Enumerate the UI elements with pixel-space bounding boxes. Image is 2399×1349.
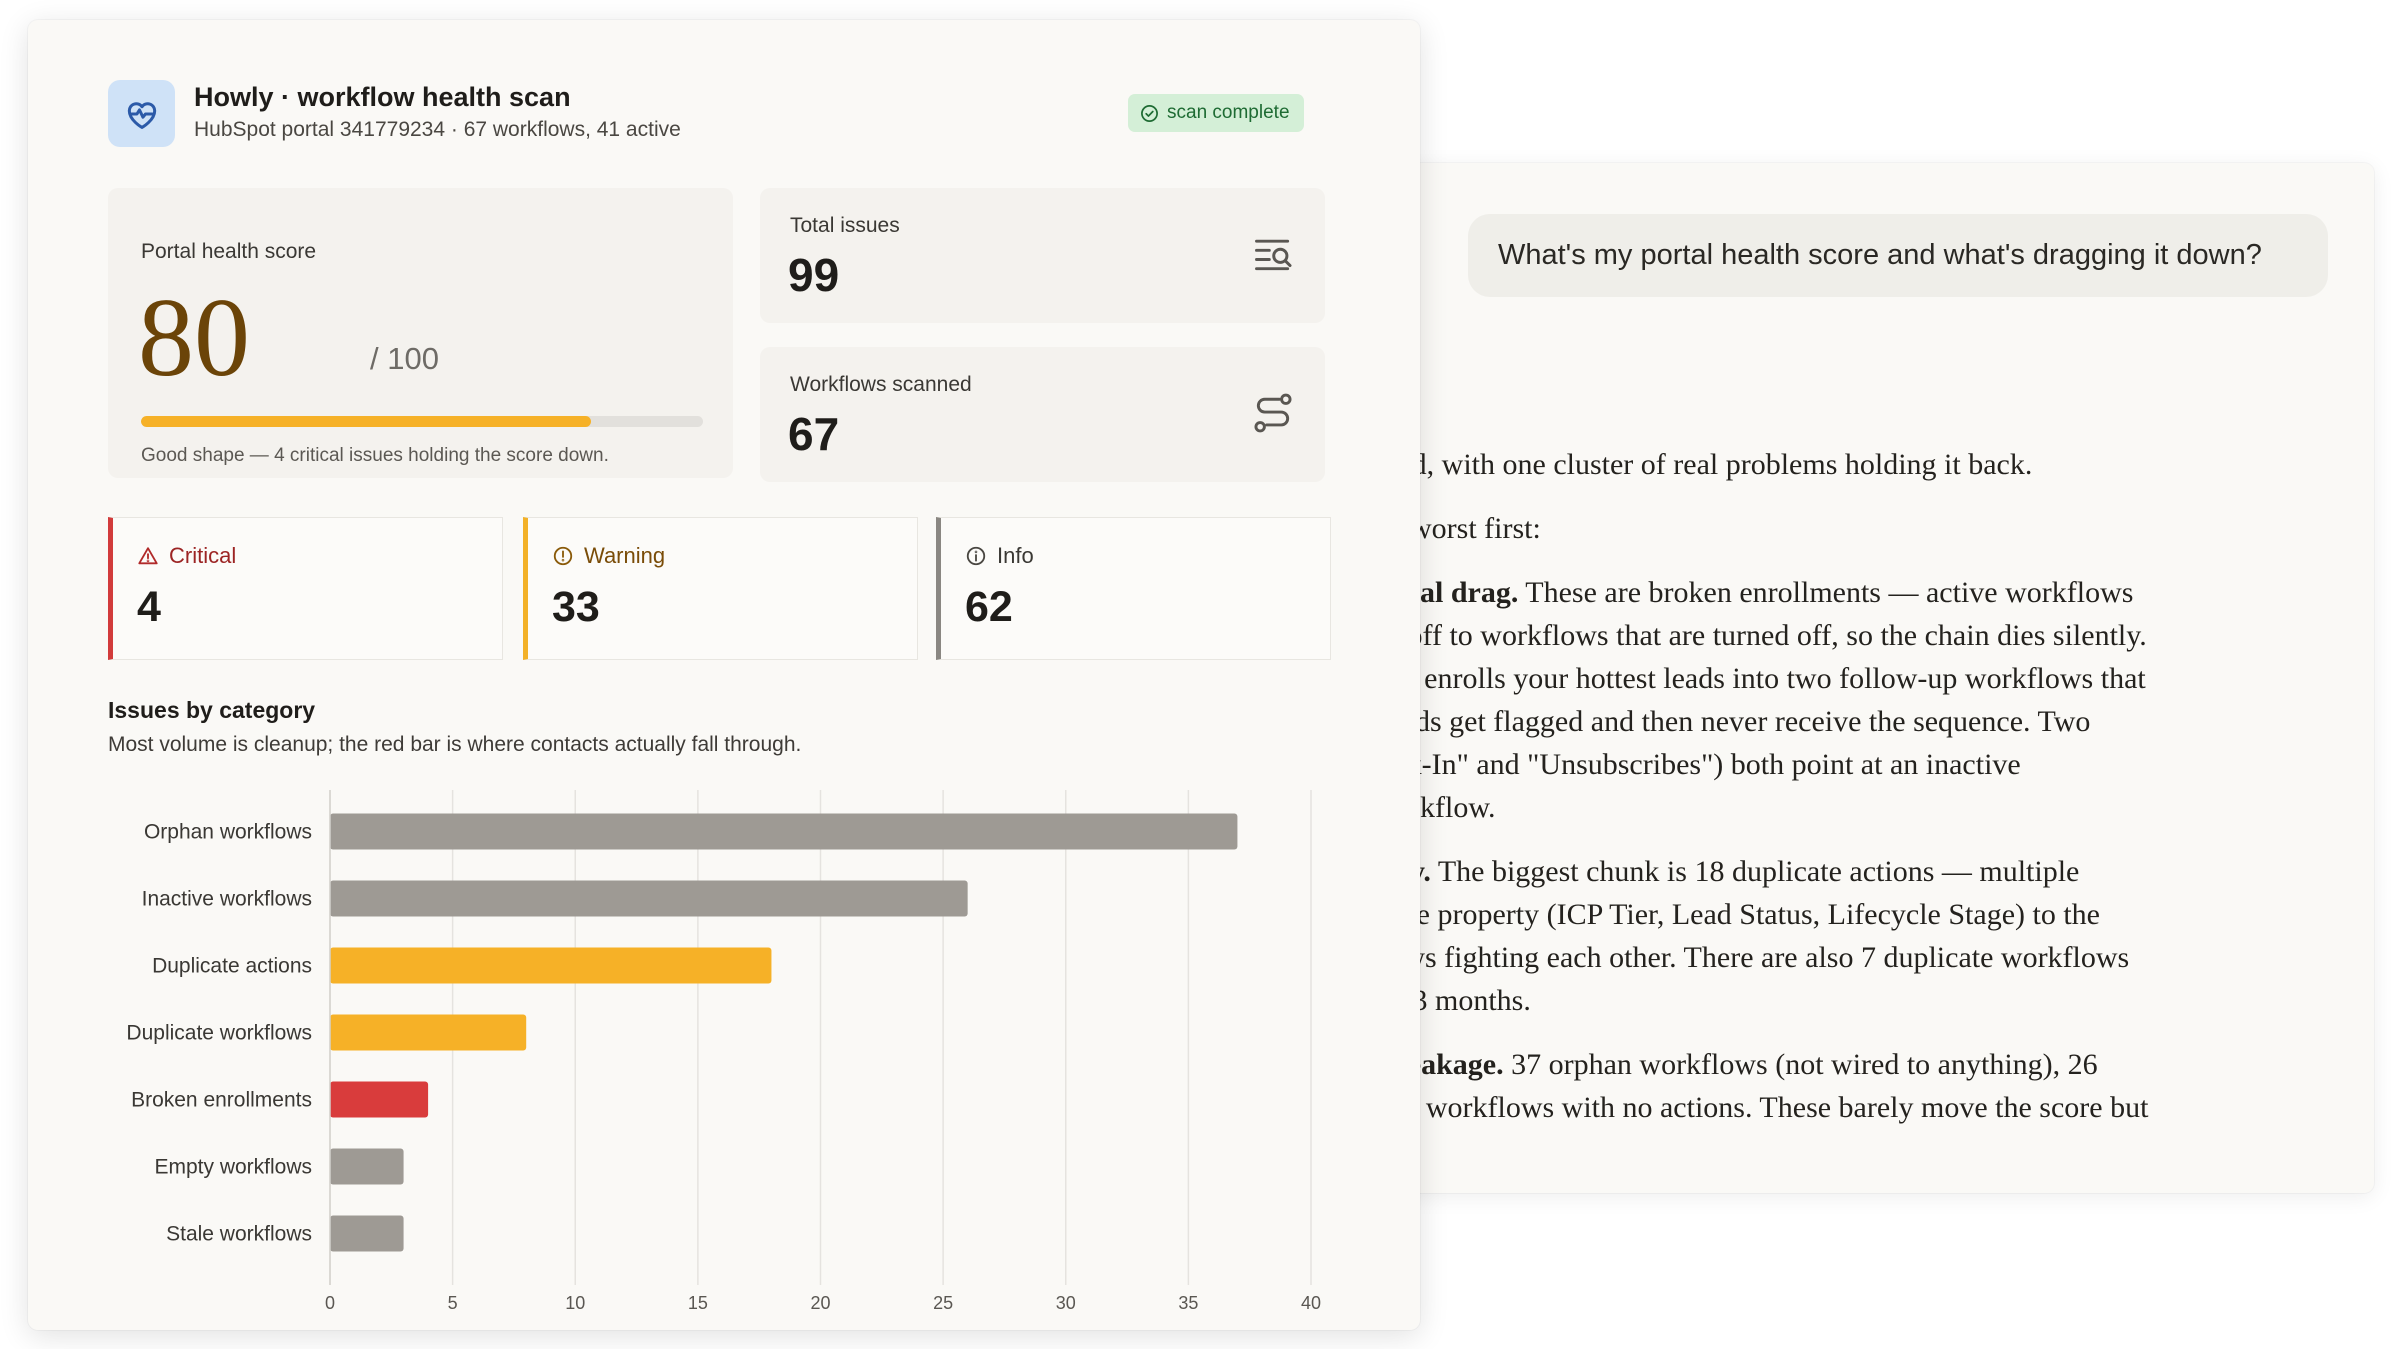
warning-label-row: Warning xyxy=(552,543,665,569)
category-label: Inactive workflows xyxy=(142,888,312,911)
health-score-progress xyxy=(141,416,703,427)
x-tick-label: 15 xyxy=(688,1293,708,1313)
info-card: Info 62 xyxy=(936,517,1331,660)
route-icon xyxy=(1254,393,1292,433)
response-line-text: ame property (ICP Tier, Lead Status, Lif… xyxy=(1380,898,2100,931)
response-line: oreakage. 37 orphan workflows (not wired… xyxy=(1380,1043,2320,1086)
category-label: Orphan workflows xyxy=(144,821,312,844)
issues-by-category-chart: 0 5 10 15 20 25 30 35 40 Orphan workflows Inactive… xyxy=(126,790,1321,1313)
response-line: lows fighting each other. There are also… xyxy=(1380,936,2320,979)
health-score-progress-fill xyxy=(141,416,591,427)
health-scan-panel: Howly · workflow health scan HubSpot por… xyxy=(28,20,1420,1330)
status-text: scan complete xyxy=(1167,102,1290,123)
status-badge: scan complete xyxy=(1128,94,1304,132)
response-line-text: ts off to workflows that are turned off,… xyxy=(1380,619,2147,652)
bar xyxy=(330,1081,429,1118)
warning-count: 33 xyxy=(552,583,600,631)
response-line-text: ich enrolls your hottest leads into two … xyxy=(1380,662,2146,695)
response-line-text: leads get flagged and then never receive… xyxy=(1380,705,2091,738)
chart-subtitle: Most volume is cleanup; the red bar is w… xyxy=(108,733,802,756)
bar xyxy=(330,813,1238,850)
response-line: ich enrolls your hottest leads into two … xyxy=(1380,657,2320,700)
info-label-row: Info xyxy=(965,543,1034,569)
critical-label: Critical xyxy=(169,543,237,568)
response-line-text: eck-In" and "Unsubscribes") both point a… xyxy=(1380,748,2021,781)
category-label: Empty workflows xyxy=(154,1156,312,1179)
workflows-scanned-value: 67 xyxy=(788,408,840,460)
x-tick-label: 40 xyxy=(1301,1293,1321,1313)
x-tick-label: 35 xyxy=(1178,1293,1198,1313)
info-count: 62 xyxy=(965,583,1013,631)
category-label: Duplicate workflows xyxy=(126,1022,312,1045)
critical-count: 4 xyxy=(137,583,161,631)
response-line-text: 37 orphan workflows (not wired to anythi… xyxy=(1503,1048,2098,1081)
total-issues-label: Total issues xyxy=(790,214,900,237)
user-question-text: What's my portal health score and what's… xyxy=(1498,239,2262,271)
health-score-note: Good shape — 4 critical issues holding t… xyxy=(141,445,609,466)
assistant-response: olid, with one cluster of real problems … xyxy=(1380,443,2320,1129)
response-line-text: These are broken enrollments — active wo… xyxy=(1518,576,2134,609)
bar xyxy=(330,947,772,984)
app-logo xyxy=(108,80,175,147)
critical-label-row: Critical xyxy=(137,543,236,569)
response-line: leads get flagged and then never receive… xyxy=(1380,700,2320,743)
workflows-scanned-card: Workflows scanned 67 xyxy=(760,347,1325,482)
health-score-value: 80 xyxy=(138,276,250,400)
response-line-text: oty workflows with no actions. These bar… xyxy=(1380,1091,2149,1124)
x-tick-label: 5 xyxy=(448,1293,458,1313)
check-circle-icon xyxy=(1141,104,1158,122)
x-tick-label: 25 xyxy=(933,1293,953,1313)
response-line: olid, with one cluster of real problems … xyxy=(1380,443,2320,486)
chart-title: Issues by category xyxy=(108,697,316,723)
workflows-scanned-label: Workflows scanned xyxy=(790,373,972,396)
bar xyxy=(330,1014,527,1051)
alert-triangle-icon xyxy=(138,547,158,565)
health-score-max: / 100 xyxy=(370,341,439,376)
bar xyxy=(330,880,968,917)
response-line: ctual drag. These are broken enrollments… xyxy=(1380,571,2320,614)
category-label: Stale workflows xyxy=(166,1223,312,1246)
info-label: Info xyxy=(997,543,1034,568)
heart-pulse-icon xyxy=(127,101,156,129)
category-label: Broken enrollments xyxy=(131,1089,312,1112)
response-line-text: lows fighting each other. There are also… xyxy=(1380,941,2130,974)
bar xyxy=(330,1148,404,1185)
portal-subtitle: HubSpot portal 341779234 · 67 workflows,… xyxy=(194,118,681,141)
app-title: Howly · workflow health scan xyxy=(194,82,571,112)
total-issues-card: Total issues 99 xyxy=(760,188,1325,323)
list-search-icon xyxy=(1255,239,1292,271)
bar xyxy=(330,1215,404,1252)
alert-circle-icon xyxy=(553,546,573,566)
critical-card: Critical 4 xyxy=(108,517,503,660)
total-issues-value: 99 xyxy=(788,249,840,301)
x-tick-label: 30 xyxy=(1056,1293,1076,1313)
response-line: ts off to workflows that are turned off,… xyxy=(1380,614,2320,657)
health-score-card: Portal health score 80 / 100 Good shape … xyxy=(108,188,733,478)
user-question-bubble: What's my portal health score and what's… xyxy=(1468,214,2328,297)
info-circle-icon xyxy=(966,546,986,566)
response-line: r 13 months. xyxy=(1380,979,2320,1022)
response-line: vorkflow. xyxy=(1380,786,2320,829)
response-line-text: The biggest chunk is 18 duplicate action… xyxy=(1430,855,2080,888)
response-line: ame property (ICP Tier, Lead Status, Lif… xyxy=(1380,893,2320,936)
response-line: ncy. The biggest chunk is 18 duplicate a… xyxy=(1380,850,2320,893)
response-line: oty workflows with no actions. These bar… xyxy=(1380,1086,2320,1129)
response-line: eck-In" and "Unsubscribes") both point a… xyxy=(1380,743,2320,786)
x-tick-label: 20 xyxy=(810,1293,830,1313)
warning-card: Warning 33 xyxy=(523,517,918,660)
warning-label: Warning xyxy=(584,543,666,568)
response-line-text: olid, with one cluster of real problems … xyxy=(1380,448,2033,481)
response-line: n, worst first: xyxy=(1380,507,2320,550)
x-tick-label: 0 xyxy=(325,1293,335,1313)
x-tick-label: 10 xyxy=(565,1293,585,1313)
health-score-label: Portal health score xyxy=(141,240,317,263)
chat-panel: What's my portal health score and what's… xyxy=(1380,163,2374,1193)
category-label: Duplicate actions xyxy=(152,955,312,978)
